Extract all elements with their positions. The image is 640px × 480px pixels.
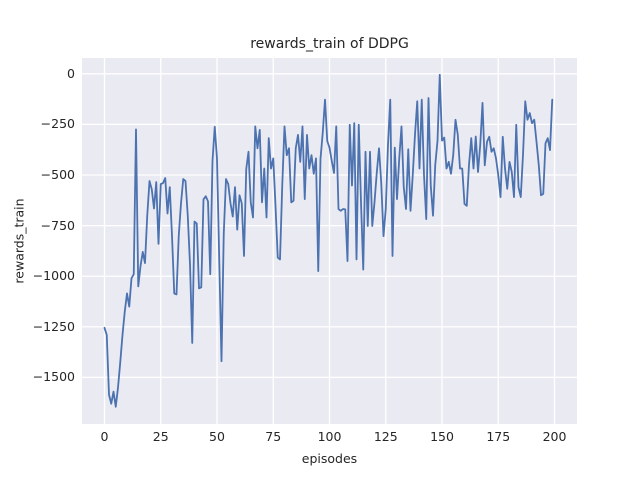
x-axis-label: episodes: [301, 451, 358, 466]
plot-area: [82, 58, 577, 424]
y-tick-label: −500: [40, 167, 75, 182]
y-tick-label: −1000: [32, 268, 75, 284]
series-line-rewards_train: [103, 73, 554, 408]
x-tick-label: 125: [373, 429, 398, 444]
line-chart-canvas: [82, 58, 577, 424]
y-tick-label: −750: [40, 217, 75, 233]
y-tick-label: −1500: [32, 369, 75, 385]
x-tick-label: 175: [486, 429, 511, 444]
y-axis-label: rewards_train: [11, 198, 27, 284]
x-tick-label: 200: [542, 429, 567, 444]
x-tick-label: 150: [430, 429, 454, 444]
y-tick-label: −1250: [32, 318, 75, 334]
x-tick-label: 75: [265, 429, 282, 444]
x-tick-label: 100: [317, 429, 342, 444]
y-tick-label: 0: [67, 65, 75, 81]
y-tick-label: −250: [40, 116, 75, 132]
x-tick-label: 0: [100, 429, 109, 444]
x-tick-label: 25: [152, 429, 169, 444]
x-tick-label: 50: [209, 429, 225, 444]
chart-title: rewards_train of DDPG: [250, 36, 409, 52]
